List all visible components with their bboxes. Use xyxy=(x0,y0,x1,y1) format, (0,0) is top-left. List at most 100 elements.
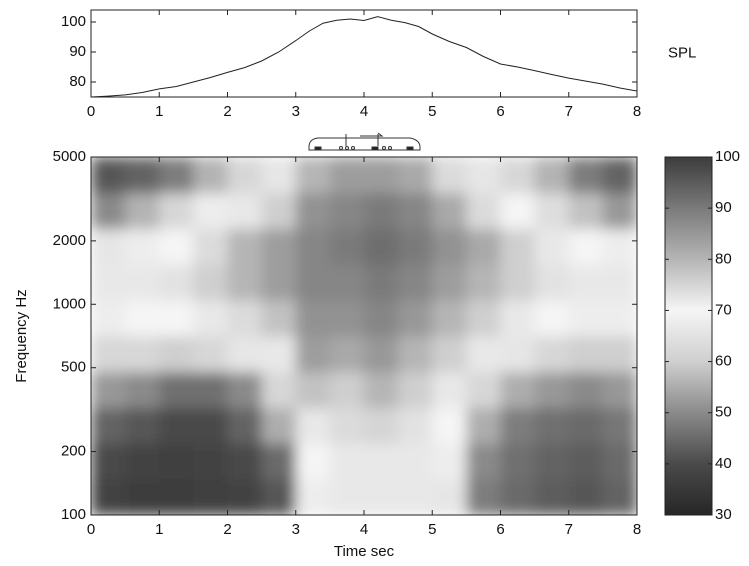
x-tick-label: 1 xyxy=(155,521,163,538)
heatmap-cell xyxy=(329,228,365,265)
heatmap-cell xyxy=(432,192,467,230)
axes-frame xyxy=(90,9,638,98)
x-tick-label: 5 xyxy=(428,521,436,538)
x-tick-label: 4 xyxy=(360,103,368,120)
heatmap-cell xyxy=(466,228,501,265)
spl-line xyxy=(90,16,638,98)
heatmap-cell xyxy=(159,479,194,515)
heatmap-cell xyxy=(295,228,331,265)
heatmap-cell xyxy=(159,192,194,230)
colorbar-tick-label: 90 xyxy=(715,199,732,216)
heatmap-cell xyxy=(193,157,228,194)
heatmap-cell xyxy=(91,371,126,409)
heatmap-cell xyxy=(500,335,536,373)
heatmap-cell xyxy=(534,335,570,373)
heatmap-cell xyxy=(534,443,570,480)
heatmap-cell xyxy=(466,443,501,480)
heatmap-cell xyxy=(261,192,297,230)
heatmap-cell xyxy=(125,264,160,301)
heatmap-cell xyxy=(432,371,467,409)
heatmap-cell xyxy=(602,300,637,337)
heatmap-cell xyxy=(295,407,331,444)
heatmap-cell xyxy=(568,192,604,230)
heatmap-cell xyxy=(329,407,365,444)
heatmap-cell xyxy=(227,157,263,194)
heatmap-cell xyxy=(364,479,399,515)
heatmap-cell xyxy=(364,264,399,301)
heatmap-cell xyxy=(602,157,637,194)
train-icon xyxy=(308,132,421,151)
y-tick-label: 200 xyxy=(61,443,86,460)
heatmap-cell xyxy=(193,300,228,337)
heatmap-cell xyxy=(125,157,160,194)
heatmap-cell xyxy=(568,264,604,301)
heatmap-cell xyxy=(329,371,365,409)
heatmap-cell xyxy=(159,228,194,265)
heatmap-cell xyxy=(125,443,160,480)
y-tick-label: 5000 xyxy=(53,148,86,165)
heatmap-cell xyxy=(568,371,604,409)
heatmap-cell xyxy=(602,264,637,301)
heatmap-cell xyxy=(466,300,501,337)
heatmap-cell xyxy=(261,157,297,194)
heatmap-cell xyxy=(227,228,263,265)
heatmap-cell xyxy=(227,407,263,444)
y-tick-label: 500 xyxy=(61,359,86,376)
heatmap-cell xyxy=(159,157,194,194)
x-tick-label: 3 xyxy=(292,103,300,120)
x-tick-label: 5 xyxy=(428,103,436,120)
heatmap-cell xyxy=(500,300,536,337)
heatmap-cell xyxy=(602,443,637,480)
heatmap-cell xyxy=(466,192,501,230)
heatmap-cell xyxy=(159,335,194,373)
heatmap-cell xyxy=(193,407,228,444)
heatmap-cell xyxy=(91,300,126,337)
heatmap-cell xyxy=(91,335,126,373)
y-tick-label: 2000 xyxy=(53,232,86,249)
heatmap-cell xyxy=(398,228,433,265)
heatmap-cell xyxy=(261,228,297,265)
colorbar-tick-label: 50 xyxy=(715,404,732,421)
heatmap-cell xyxy=(568,479,604,515)
heatmap-cell xyxy=(500,443,536,480)
heatmap-cell xyxy=(568,335,604,373)
heatmap-cell xyxy=(125,407,160,444)
heatmap-cell xyxy=(534,264,570,301)
y-tick-label: 1000 xyxy=(53,295,86,312)
heatmap-cell xyxy=(125,300,160,337)
heatmap-cell xyxy=(295,300,331,337)
heatmap-cell xyxy=(91,479,126,515)
heatmap-cell xyxy=(227,192,263,230)
heatmap-cell xyxy=(398,335,433,373)
heatmap-cell xyxy=(534,157,570,194)
heatmap-cell xyxy=(261,300,297,337)
heatmap-cell xyxy=(193,479,228,515)
heatmap-cell xyxy=(364,157,399,194)
heatmap-cell xyxy=(568,228,604,265)
colorbar-tick-label: 30 xyxy=(715,506,732,523)
heatmap-cell xyxy=(398,371,433,409)
heatmap-cell xyxy=(329,192,365,230)
heatmap-cell xyxy=(261,371,297,409)
x-tick-label: 3 xyxy=(292,521,300,538)
heatmap-cell xyxy=(534,371,570,409)
heatmap-cell xyxy=(500,228,536,265)
heatmap-cell xyxy=(364,300,399,337)
heatmap-cell xyxy=(295,192,331,230)
x-tick-label: 6 xyxy=(496,521,504,538)
heatmap-cell xyxy=(193,264,228,301)
heatmap-cell xyxy=(159,371,194,409)
heatmap-cell xyxy=(329,443,365,480)
x-tick-label: 2 xyxy=(223,521,231,538)
heatmap-cell xyxy=(91,192,126,230)
heatmap-cell xyxy=(602,371,637,409)
heatmap-cell xyxy=(261,443,297,480)
heatmap-cell xyxy=(159,300,194,337)
heatmap-cell xyxy=(295,443,331,480)
heatmap-cell xyxy=(568,157,604,194)
colorbar-tick-label: 40 xyxy=(715,455,732,472)
heatmap-cell xyxy=(466,407,501,444)
heatmap-cell xyxy=(432,300,467,337)
heatmap-cell xyxy=(125,479,160,515)
heatmap-cell xyxy=(432,407,467,444)
